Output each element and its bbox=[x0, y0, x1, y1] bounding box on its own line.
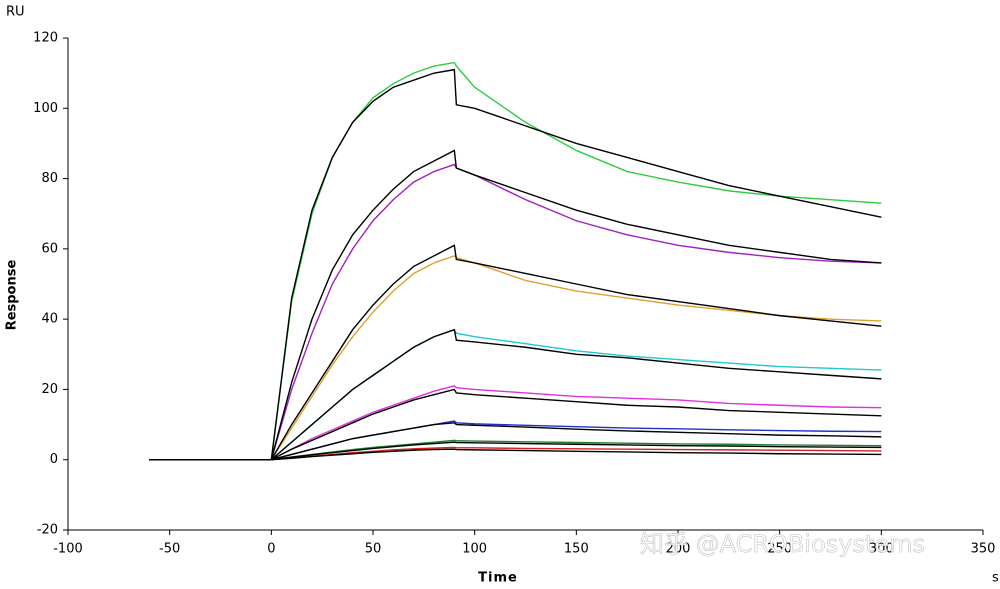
x-tick-label: 300 bbox=[869, 542, 894, 557]
data-line bbox=[149, 388, 882, 461]
y-tick-label: 20 bbox=[41, 382, 58, 397]
y-tick-label: 120 bbox=[33, 31, 58, 46]
y-axis-label: Response bbox=[5, 260, 20, 331]
data-line bbox=[149, 255, 882, 461]
x-tick-label: 200 bbox=[666, 542, 691, 557]
data-line bbox=[149, 441, 882, 461]
y-tick-label: 80 bbox=[41, 171, 58, 186]
y-tick-label: 100 bbox=[33, 101, 58, 116]
data-line bbox=[149, 328, 882, 461]
y-tick-label: 0 bbox=[50, 452, 58, 467]
data-line bbox=[149, 244, 882, 461]
x-tick-label: 100 bbox=[462, 542, 487, 557]
x-tick-label: -50 bbox=[159, 542, 180, 557]
data-line bbox=[149, 149, 882, 461]
x-unit: s bbox=[992, 571, 999, 586]
y-unit: RU bbox=[6, 5, 25, 20]
x-axis-label: Time bbox=[478, 571, 518, 586]
x-tick-label: 150 bbox=[564, 542, 589, 557]
x-tick-label: 250 bbox=[767, 542, 792, 557]
x-tick-label: -100 bbox=[53, 542, 83, 557]
data-line bbox=[149, 68, 882, 461]
watermark: 知乎 @ACROBiosystems bbox=[640, 530, 925, 558]
data-line bbox=[149, 448, 882, 461]
y-tick-label: 40 bbox=[41, 312, 58, 327]
data-line bbox=[149, 422, 882, 461]
x-tick-label: 350 bbox=[971, 542, 996, 557]
y-tick-label: 60 bbox=[41, 241, 58, 256]
data-line bbox=[149, 328, 882, 461]
x-tick-label: 50 bbox=[365, 542, 382, 557]
y-tick-label: -20 bbox=[37, 523, 58, 538]
data-line bbox=[149, 163, 882, 461]
x-tick-label: 0 bbox=[267, 542, 275, 557]
